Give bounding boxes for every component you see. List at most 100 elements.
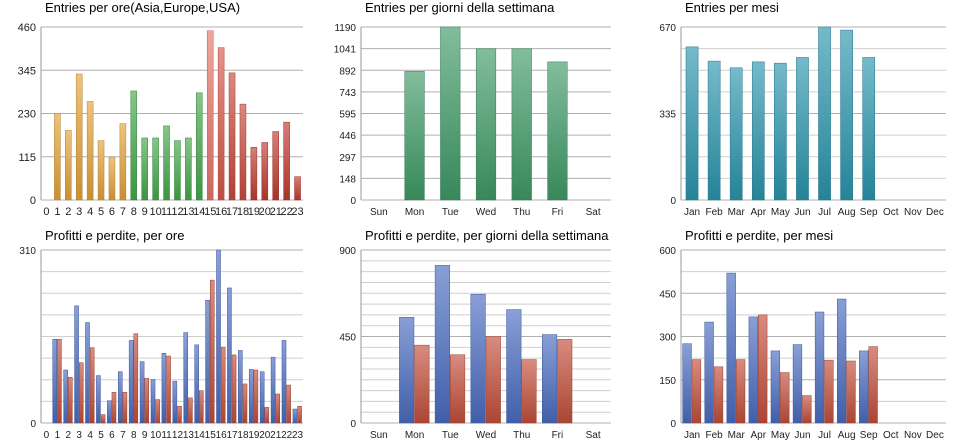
bar — [707, 60, 721, 201]
x-tick-label: 13 — [182, 206, 194, 218]
x-tick-label: 4 — [87, 430, 93, 441]
x-tick-label: 6 — [109, 206, 115, 218]
x-tick-label: Jan — [684, 430, 700, 441]
bar — [119, 123, 127, 201]
y-tick-label: 0 — [350, 419, 356, 430]
x-tick-label: 14 — [193, 206, 205, 218]
x-tick-label: Aug — [838, 430, 856, 441]
chart-profit-loss-per-hour: Profitti e perdite, per ore 0 310 0 1 2 3 4 5 6 7… — [19, 228, 303, 446]
x-tick-label: Dec — [926, 207, 944, 218]
x-tick-label: Apr — [751, 207, 767, 218]
x-tick-label: Fri — [552, 207, 564, 218]
x-tick-label: Apr — [751, 430, 767, 441]
bar — [65, 130, 72, 201]
bar — [286, 384, 291, 424]
y-tick-label: 0 — [670, 196, 676, 207]
x-tick-label: Sep — [860, 207, 878, 218]
y-tick-label: 595 — [339, 110, 356, 121]
y-tick-label: 743 — [339, 88, 356, 99]
x-tick-label: 14 — [194, 430, 206, 441]
bar — [216, 249, 221, 424]
x-tick-label: 12 — [172, 430, 184, 441]
bar — [836, 298, 847, 424]
bar — [294, 176, 301, 201]
chart-plot: 0 335 670 Jan Feb Mar Apr May Jun Jul Aug Sep Oct Nov… — [659, 23, 946, 218]
y-tick-label: 345 — [18, 65, 36, 77]
x-tick-label: 18 — [237, 206, 249, 218]
bar — [185, 137, 192, 201]
y-tick-label: 460 — [18, 22, 36, 34]
bar — [206, 30, 214, 201]
y-tick-label: 450 — [659, 289, 676, 300]
bar — [404, 71, 425, 201]
bar — [840, 29, 853, 201]
x-tick-label: 17 — [226, 430, 238, 441]
y-tick-label: 446 — [339, 131, 356, 142]
x-tick-label: Jun — [794, 430, 810, 441]
bar — [818, 26, 831, 201]
bar — [792, 344, 803, 424]
bar — [862, 57, 876, 201]
bar — [227, 287, 232, 424]
bar — [796, 57, 809, 201]
bar — [281, 340, 287, 424]
bar — [770, 350, 781, 424]
bar — [248, 369, 254, 424]
bar — [196, 92, 203, 201]
chart-title: Profitti e perdite, per mesi — [685, 228, 834, 243]
bar — [824, 359, 834, 424]
bar — [183, 332, 189, 424]
x-tick-label: 21 — [270, 430, 282, 441]
bar — [152, 137, 159, 201]
bar — [802, 395, 812, 424]
y-tick-label: 300 — [659, 333, 676, 344]
x-tick-label: Dec — [926, 430, 944, 441]
y-tick-label: 450 — [339, 333, 356, 344]
x-tick-label: 2 — [66, 430, 72, 441]
x-tick-label: 10 — [150, 206, 162, 218]
bar — [228, 72, 236, 201]
x-tick-label: 7 — [120, 430, 126, 441]
x-tick-label: Feb — [706, 430, 724, 441]
bar — [188, 397, 193, 424]
y-tick-label: 150 — [659, 376, 676, 387]
bar — [96, 375, 101, 424]
x-tick-label: Fri — [552, 430, 564, 441]
y-tick-label: 0 — [30, 195, 36, 207]
bar — [751, 61, 765, 201]
x-tick-label: Sat — [586, 430, 601, 441]
bar — [128, 340, 134, 424]
bar — [774, 62, 787, 201]
x-tick-label: 11 — [161, 206, 172, 218]
bar — [283, 121, 290, 201]
bar — [292, 408, 298, 424]
y-tick-label: 335 — [659, 110, 676, 121]
y-tick-label: 0 — [30, 419, 36, 430]
bar — [758, 314, 768, 424]
bar — [253, 369, 259, 424]
bar — [68, 376, 73, 424]
bar — [297, 406, 302, 424]
bar — [729, 67, 743, 201]
bar — [506, 309, 522, 424]
y-tick-label: 900 — [339, 246, 356, 257]
x-tick-label: Sun — [370, 430, 388, 441]
bar — [270, 356, 276, 424]
x-tick-label: Sat — [586, 207, 601, 218]
bar — [259, 371, 265, 424]
bar — [238, 350, 243, 424]
y-tick-label: 115 — [18, 152, 36, 164]
bar — [117, 371, 123, 424]
x-tick-label: Nov — [904, 430, 922, 441]
bar — [440, 26, 461, 201]
bar — [177, 406, 182, 424]
bar — [735, 359, 746, 424]
bar — [242, 383, 248, 424]
bar — [141, 137, 148, 201]
x-tick-label: 17 — [226, 206, 238, 218]
bar — [97, 140, 105, 201]
bar — [704, 321, 714, 424]
bar — [111, 392, 117, 424]
y-tick-label: 297 — [339, 153, 356, 164]
